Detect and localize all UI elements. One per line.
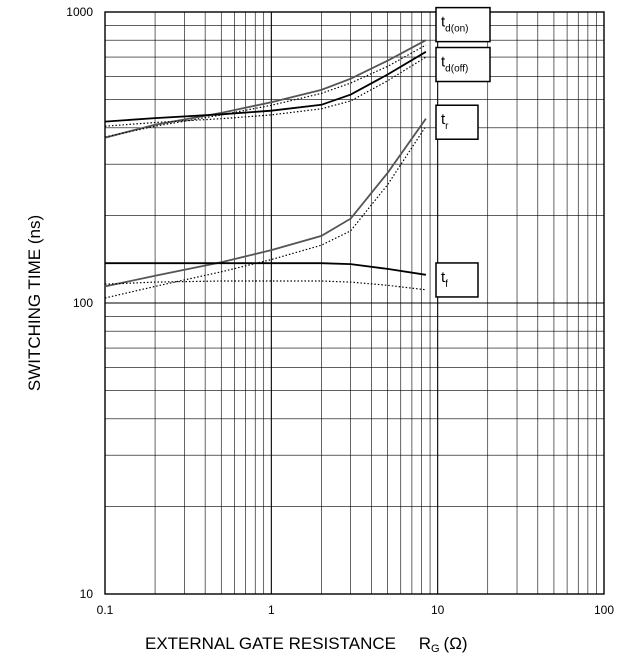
x-axis-title-main: EXTERNAL GATE RESISTANCE: [145, 634, 396, 653]
y-tick-label: 10: [80, 587, 94, 601]
curve-label-sub: f: [445, 279, 448, 290]
curve-label: tf: [435, 262, 479, 298]
x-tick-label: 10: [431, 603, 445, 617]
x-axis-title-symbol: R: [419, 634, 431, 653]
curve-label-box: [435, 104, 479, 140]
curve-label-main: t: [441, 14, 446, 31]
x-tick-label: 1: [268, 603, 275, 617]
curve-label-box: [435, 46, 491, 83]
series-line: [104, 39, 427, 139]
curve-label: td(on): [435, 6, 491, 43]
curve-label-text: tf: [441, 269, 448, 290]
curve-label-box: [435, 6, 491, 43]
grid: [105, 12, 604, 594]
curve-label-main: t: [441, 111, 446, 128]
curve-label: td(off): [435, 46, 491, 83]
y-tick-label: 100: [73, 296, 93, 310]
x-axis-title-unit: (Ω): [444, 634, 468, 653]
y-axis-title: SWITCHING TIME (ns): [25, 215, 44, 391]
x-tick-label: 0.1: [97, 603, 114, 617]
curve-label-sub: d(on): [445, 24, 468, 35]
curve-label: tr: [435, 104, 479, 140]
series-line: [104, 51, 427, 123]
series-line: [104, 280, 426, 291]
curve-label-text: td(off): [441, 54, 468, 75]
curve-label-text: tr: [441, 111, 449, 132]
curve-label-main: t: [441, 54, 446, 71]
curve-label-main: t: [441, 269, 446, 286]
series-line: [104, 125, 427, 299]
curve-label-text: td(on): [441, 14, 469, 35]
x-tick-label: 100: [594, 603, 614, 617]
plot-frame: [104, 11, 605, 595]
curve-label-sub: d(off): [445, 64, 468, 75]
curve-label-box: [435, 262, 479, 298]
series-group: [104, 39, 427, 299]
curve-label-sub: r: [445, 121, 449, 132]
x-axis-title: EXTERNAL GATE RESISTANCE RG (Ω): [145, 634, 468, 655]
series-line: [104, 118, 427, 288]
x-axis-title-subscript: G: [431, 643, 440, 655]
series-line: [105, 262, 427, 276]
x-tick-labels: 0.1 1 10 100: [97, 603, 615, 617]
y-tick-labels: 10 100 1000: [66, 5, 93, 601]
y-tick-label: 1000: [66, 5, 93, 19]
